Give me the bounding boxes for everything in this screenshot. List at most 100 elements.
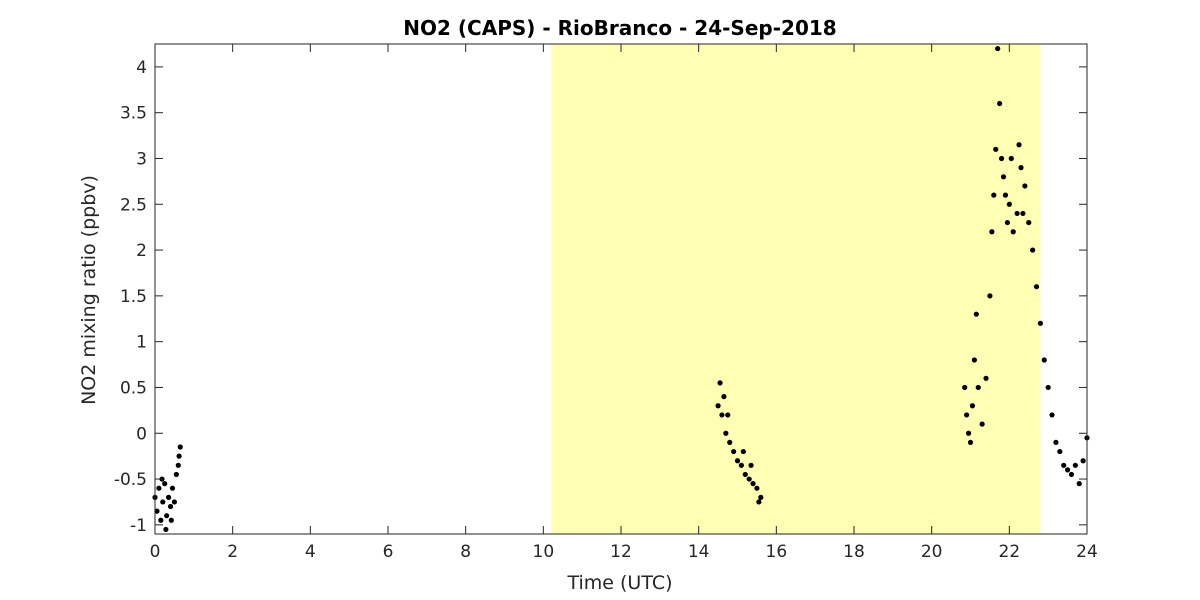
data-point	[1080, 458, 1086, 464]
data-point	[1008, 155, 1014, 162]
data-point	[1061, 462, 1067, 468]
y-tick-label: 1.5	[120, 287, 147, 307]
data-point	[177, 444, 183, 450]
daylight-shading-band	[551, 44, 1041, 534]
data-point	[991, 192, 997, 198]
data-point	[168, 517, 174, 523]
x-tick-label: 22	[999, 542, 1021, 562]
data-point	[175, 462, 181, 468]
y-tick-label: -1	[130, 516, 147, 536]
data-point	[1006, 201, 1012, 207]
data-point	[719, 412, 725, 418]
data-point	[163, 526, 169, 533]
data-point	[721, 394, 727, 400]
data-point	[169, 485, 176, 491]
data-point	[1016, 142, 1022, 148]
y-tick-label: 0.5	[120, 378, 147, 398]
data-point	[171, 499, 178, 505]
data-point	[987, 293, 993, 299]
data-point	[742, 471, 748, 478]
plot-frame	[154, 43, 1088, 535]
data-point	[1041, 357, 1047, 363]
data-point	[971, 357, 977, 363]
data-point	[1020, 210, 1026, 217]
data-point	[154, 508, 160, 514]
data-point	[1026, 219, 1032, 226]
y-axis-label: NO2 mixing ratio (ppbv)	[78, 175, 100, 405]
data-point	[1002, 192, 1009, 198]
data-point	[1022, 183, 1028, 189]
data-point	[1030, 247, 1036, 253]
data-point	[1072, 462, 1078, 468]
x-tick-label: 14	[688, 542, 710, 562]
data-point	[1033, 284, 1040, 290]
data-point	[998, 155, 1005, 162]
data-point	[738, 462, 744, 468]
y-tick-label: 0	[136, 424, 147, 444]
data-point	[750, 481, 756, 487]
data-point	[173, 471, 179, 478]
x-tick-label: 12	[610, 542, 632, 562]
x-tick-label: 0	[150, 542, 161, 562]
data-point	[965, 430, 972, 436]
x-tick-label: 2	[227, 542, 238, 562]
data-point	[165, 494, 172, 500]
data-point	[748, 462, 754, 468]
data-point	[1014, 210, 1020, 217]
data-point	[746, 476, 752, 482]
data-point	[160, 499, 166, 505]
data-point	[734, 458, 741, 464]
x-tick-label: 8	[460, 542, 471, 562]
data-point	[983, 375, 989, 381]
data-points-layer	[152, 45, 1090, 533]
data-point	[973, 311, 979, 317]
data-point	[1037, 320, 1043, 326]
data-point	[979, 421, 985, 427]
data-point	[727, 439, 733, 446]
y-tick-label: -0.5	[114, 470, 147, 490]
data-point	[995, 45, 1001, 52]
data-point	[756, 499, 762, 505]
y-tick-label: 2	[136, 241, 147, 261]
data-point	[989, 229, 995, 235]
y-tick-label: 3.5	[120, 104, 147, 124]
data-point	[1018, 165, 1024, 171]
data-point	[1004, 219, 1010, 226]
data-point	[725, 412, 731, 418]
x-axis-label: Time (UTC)	[566, 572, 672, 594]
data-point	[731, 448, 737, 455]
x-tick-label: 4	[305, 542, 316, 562]
data-point	[715, 403, 721, 409]
x-tick-label: 18	[843, 542, 865, 562]
data-point	[717, 380, 723, 386]
y-tick-label: 1	[136, 333, 147, 353]
data-point	[1076, 481, 1082, 487]
data-point	[1010, 229, 1016, 235]
x-tick-label: 6	[383, 542, 394, 562]
data-point	[162, 481, 168, 487]
data-point	[993, 146, 999, 152]
data-point	[962, 384, 968, 391]
y-tick-label: 4	[136, 58, 147, 78]
data-point	[964, 412, 970, 418]
data-point	[1053, 439, 1059, 446]
x-tick-label: 24	[1076, 542, 1098, 562]
data-point	[975, 384, 981, 391]
data-point	[1057, 448, 1063, 455]
data-point	[723, 430, 729, 436]
y-tick-label: 3	[136, 149, 147, 169]
y-tick-label: 2.5	[120, 195, 147, 215]
data-point	[158, 517, 164, 523]
data-point	[156, 485, 162, 491]
data-point	[176, 453, 182, 459]
data-point	[997, 100, 1003, 107]
data-point	[1000, 174, 1007, 180]
data-point	[1049, 412, 1055, 418]
data-point	[1064, 467, 1071, 473]
data-point	[1068, 471, 1075, 478]
x-tick-label: 10	[533, 542, 555, 562]
data-point	[164, 513, 170, 519]
data-point	[967, 439, 974, 446]
data-point	[754, 485, 760, 491]
